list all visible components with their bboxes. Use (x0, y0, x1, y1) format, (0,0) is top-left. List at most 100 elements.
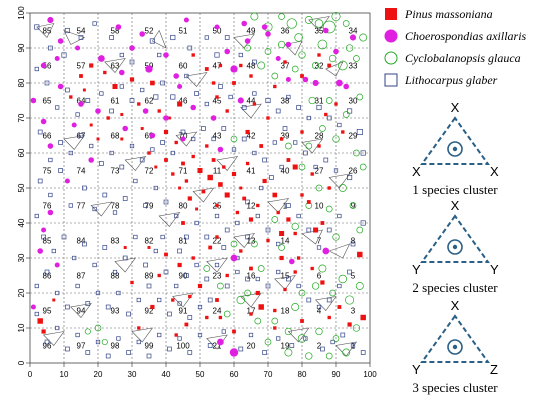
cyclobalanopsis-point (94, 324, 102, 332)
cluster-line (63, 135, 86, 150)
quadrat-label: 96 (43, 342, 52, 351)
pinus-point (293, 231, 297, 236)
cluster-line (158, 212, 181, 227)
cluster-diagrams: X X X 1 species cluster X Y Y 2 species … (412, 100, 499, 395)
lithocarpus-point (296, 283, 301, 289)
lithocarpus-point (347, 174, 353, 181)
lithocarpus-point (34, 24, 40, 30)
quadrat-label: 42 (247, 132, 256, 141)
legend-swatch-choerospondias (384, 29, 398, 43)
lithocarpus-point (85, 98, 91, 103)
pinus-point (157, 109, 161, 113)
lithocarpus-point (214, 262, 220, 268)
pinus-point (201, 189, 206, 194)
lithocarpus-point (109, 35, 114, 40)
quadrat-label: 57 (77, 62, 86, 71)
cyclobalanopsis-point (257, 265, 265, 272)
lithocarpus-point (122, 196, 128, 201)
pinus-point (231, 171, 237, 177)
pinus-point (191, 53, 195, 57)
choerospondias-point (30, 97, 37, 104)
pinus-point (320, 280, 325, 285)
quadrat-label: 2 (317, 342, 322, 351)
cyclobalanopsis-point (314, 19, 324, 28)
choerospondias-point (333, 48, 339, 55)
pinus-point (218, 182, 223, 187)
lithocarpus-point (279, 164, 284, 170)
cluster-diagram-2: X Y Y 2 species cluster (412, 198, 499, 295)
pinus-point (167, 116, 171, 120)
lithocarpus-point (191, 136, 196, 142)
lithocarpus-point (167, 346, 172, 352)
pinus-point (164, 158, 168, 162)
quadrat-label: 86 (43, 272, 52, 281)
pinus-point (286, 158, 291, 162)
quadrat-label: 62 (145, 97, 154, 106)
lithocarpus-point (44, 339, 50, 345)
pinus-point (120, 137, 124, 141)
y-tick-label: 60 (17, 148, 26, 157)
choerospondias-point (47, 16, 54, 24)
pinus-point (178, 186, 182, 190)
cyclobalanopsis-point (278, 244, 285, 251)
center-dot (452, 344, 458, 350)
pinus-point (239, 249, 243, 253)
cyclobalanopsis-point (244, 44, 251, 52)
choerospondias-point (229, 348, 239, 357)
pinus-point (317, 144, 321, 148)
pinus-point (347, 322, 352, 327)
choerospondias-point (322, 247, 330, 255)
quadrat-label: 51 (179, 27, 188, 36)
lithocarpus-point (126, 311, 131, 317)
lithocarpus-point (65, 87, 70, 93)
lithocarpus-point (92, 21, 97, 26)
lithocarpus-point (48, 157, 53, 163)
cyclobalanopsis-point (315, 327, 323, 336)
lithocarpus-point (265, 227, 271, 233)
lithocarpus-point (245, 234, 250, 240)
cluster-line (328, 173, 351, 189)
pinus-point (357, 251, 363, 258)
choerospondias-point (47, 143, 54, 149)
lithocarpus-point (323, 157, 329, 163)
cyclobalanopsis-point (338, 274, 348, 284)
choerospondias-point (349, 34, 357, 41)
legend-label-pinus: Pinus massoniana (404, 7, 493, 21)
cyclobalanopsis-point (264, 338, 272, 346)
quadrat-label: 91 (179, 307, 188, 316)
quadrat-label: 40 (281, 167, 290, 176)
triangle (420, 116, 490, 165)
quadrat-label: 98 (111, 342, 120, 351)
lithocarpus-point (116, 336, 121, 341)
lithocarpus-point (211, 136, 216, 142)
pinus-point (222, 165, 226, 169)
triangle (420, 214, 490, 263)
quadrat-label: 39 (281, 132, 290, 141)
cyclobalanopsis-point (251, 240, 258, 248)
cyclobalanopsis-point (355, 282, 364, 290)
pinus-point (215, 95, 219, 99)
lithocarpus-point (326, 227, 332, 233)
lithocarpus-point (360, 150, 366, 156)
pinus-point (256, 203, 260, 208)
pinus-point (140, 127, 144, 130)
pinus-point (276, 210, 280, 215)
lithocarpus-point (78, 35, 84, 40)
pinus-point (204, 67, 209, 71)
pinus-point (327, 186, 331, 190)
cluster-line (240, 292, 262, 308)
quadrat-label: 81 (179, 237, 188, 246)
pinus-point (262, 178, 267, 184)
cyclobalanopsis-point (356, 226, 364, 234)
quadrat-label: 56 (43, 62, 52, 71)
quadrat-label: 97 (77, 342, 86, 351)
pinus-point (225, 273, 229, 278)
pinus-point (171, 298, 175, 302)
cyclobalanopsis-point (304, 16, 313, 24)
quadrat-label: 13 (247, 237, 256, 246)
lithocarpus-point (34, 66, 39, 72)
choerospondias-point (241, 20, 247, 27)
lithocarpus-point (255, 276, 260, 282)
cyclobalanopsis-point (286, 18, 297, 29)
quadrat-label: 35 (315, 27, 324, 36)
